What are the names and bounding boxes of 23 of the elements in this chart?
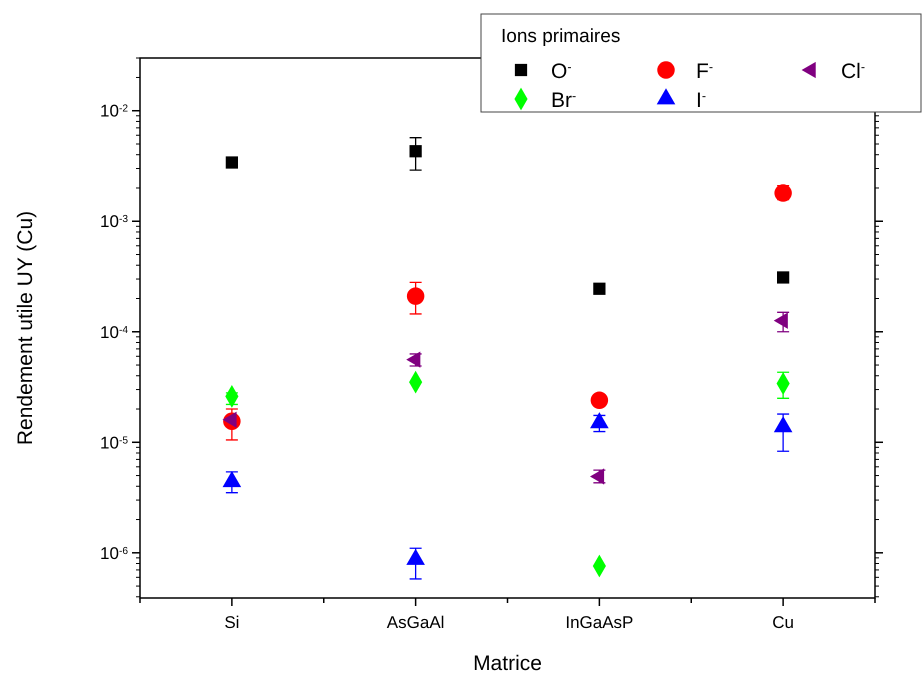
x-tick-label: InGaAsP [565,613,634,632]
x-tick-label: Cu [772,613,794,632]
point [777,271,790,284]
point [590,392,608,409]
legend-label: O$^{-}$ [551,60,572,83]
point [410,145,422,158]
y-tick-label: 10$^{-5}$ [100,433,128,452]
legend-label: Cl$^{-}$ [841,60,866,83]
legend-label: Br$^{-}$ [551,89,576,112]
point [406,287,424,305]
x-axis-title: Matrice [473,652,542,673]
legend-title: Ions primaires [501,26,620,47]
y-tick-label: 10$^{-3}$ [100,212,128,232]
legend-label: F$^{-}$ [696,60,714,83]
y-axis-title: Rendement utile UY (Cu) [14,210,37,446]
point [226,156,238,169]
x-tick-label: Si [224,613,240,632]
x-tick-label: AsGaAl [386,613,444,632]
y-tick-label: 10$^{-6}$ [100,544,128,563]
point [593,282,606,295]
y-tick-label: 10$^{-4}$ [100,322,128,342]
y-tick-label: 10$^{-2}$ [100,102,128,121]
legend-label: I$^{-}$ [696,89,706,112]
